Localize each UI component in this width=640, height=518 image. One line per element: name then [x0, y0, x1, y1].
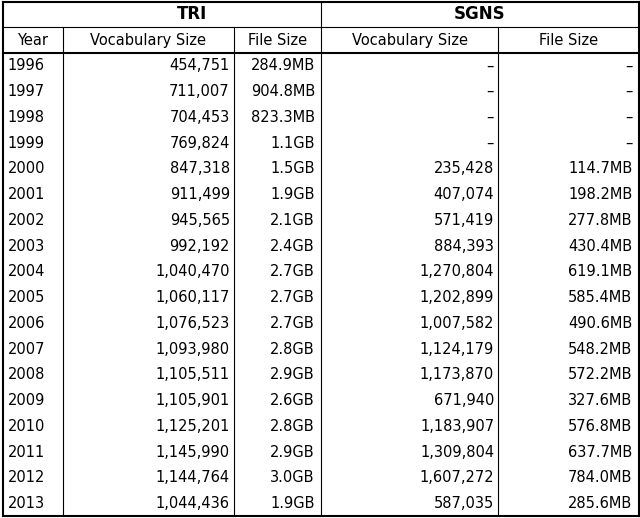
Text: 1,607,272: 1,607,272 [419, 470, 494, 485]
Text: 2000: 2000 [8, 162, 45, 177]
Text: 711,007: 711,007 [169, 84, 230, 99]
Text: 1998: 1998 [8, 110, 45, 125]
Text: 1,145,990: 1,145,990 [156, 444, 230, 459]
Text: 2012: 2012 [8, 470, 45, 485]
Text: 2002: 2002 [8, 213, 45, 228]
Text: –: – [625, 84, 632, 99]
Text: 945,565: 945,565 [170, 213, 230, 228]
Text: 2005: 2005 [8, 290, 45, 305]
Text: 1,144,764: 1,144,764 [156, 470, 230, 485]
Text: –: – [486, 59, 494, 74]
Text: 2.7GB: 2.7GB [270, 290, 315, 305]
Text: 1,202,899: 1,202,899 [420, 290, 494, 305]
Text: SGNS: SGNS [454, 5, 506, 23]
Text: –: – [486, 110, 494, 125]
Text: 2001: 2001 [8, 187, 45, 202]
Text: 2.4GB: 2.4GB [270, 239, 315, 254]
Text: 3.0GB: 3.0GB [270, 470, 315, 485]
Text: 2.9GB: 2.9GB [270, 367, 315, 382]
Text: 704,453: 704,453 [170, 110, 230, 125]
Text: 1997: 1997 [8, 84, 45, 99]
Text: 1,076,523: 1,076,523 [156, 316, 230, 331]
Text: 2006: 2006 [8, 316, 45, 331]
Text: 490.6MB: 490.6MB [568, 316, 632, 331]
Text: 2011: 2011 [8, 444, 45, 459]
Text: 1,105,511: 1,105,511 [156, 367, 230, 382]
Text: 576.8MB: 576.8MB [568, 419, 632, 434]
Text: 407,074: 407,074 [433, 187, 494, 202]
Text: 285.6MB: 285.6MB [568, 496, 632, 511]
Text: 1.5GB: 1.5GB [270, 162, 315, 177]
Text: File Size: File Size [248, 33, 307, 48]
Text: 572.2MB: 572.2MB [568, 367, 632, 382]
Text: 911,499: 911,499 [170, 187, 230, 202]
Text: 1,040,470: 1,040,470 [156, 264, 230, 279]
Text: –: – [625, 110, 632, 125]
Text: 2.1GB: 2.1GB [270, 213, 315, 228]
Text: 619.1MB: 619.1MB [568, 264, 632, 279]
Text: 637.7MB: 637.7MB [568, 444, 632, 459]
Text: Vocabulary Size: Vocabulary Size [90, 33, 206, 48]
Text: –: – [625, 136, 632, 151]
Text: 671,940: 671,940 [434, 393, 494, 408]
Text: 1.9GB: 1.9GB [270, 496, 315, 511]
Text: 1,309,804: 1,309,804 [420, 444, 494, 459]
Text: Vocabulary Size: Vocabulary Size [351, 33, 468, 48]
Text: 2009: 2009 [8, 393, 45, 408]
Text: 2007: 2007 [8, 341, 45, 356]
Text: 571,419: 571,419 [434, 213, 494, 228]
Text: –: – [625, 59, 632, 74]
Text: 2.8GB: 2.8GB [270, 419, 315, 434]
Text: 823.3MB: 823.3MB [251, 110, 315, 125]
Text: 114.7MB: 114.7MB [568, 162, 632, 177]
Text: 1,125,201: 1,125,201 [156, 419, 230, 434]
Text: 548.2MB: 548.2MB [568, 341, 632, 356]
Text: 284.9MB: 284.9MB [251, 59, 315, 74]
Text: 1,060,117: 1,060,117 [156, 290, 230, 305]
Text: 847,318: 847,318 [170, 162, 230, 177]
Text: 1,270,804: 1,270,804 [420, 264, 494, 279]
Text: 198.2MB: 198.2MB [568, 187, 632, 202]
Text: 1,044,436: 1,044,436 [156, 496, 230, 511]
Text: 1,124,179: 1,124,179 [420, 341, 494, 356]
Text: 1,105,901: 1,105,901 [156, 393, 230, 408]
Text: 1,183,907: 1,183,907 [420, 419, 494, 434]
Text: 904.8MB: 904.8MB [251, 84, 315, 99]
Text: 1.9GB: 1.9GB [270, 187, 315, 202]
Text: 1996: 1996 [8, 59, 45, 74]
Text: 430.4MB: 430.4MB [568, 239, 632, 254]
Text: 327.6MB: 327.6MB [568, 393, 632, 408]
Text: 992,192: 992,192 [170, 239, 230, 254]
Text: 277.8MB: 277.8MB [568, 213, 632, 228]
Text: 2008: 2008 [8, 367, 45, 382]
Text: 587,035: 587,035 [434, 496, 494, 511]
Text: File Size: File Size [539, 33, 598, 48]
Text: 585.4MB: 585.4MB [568, 290, 632, 305]
Text: 2013: 2013 [8, 496, 45, 511]
Text: 2004: 2004 [8, 264, 45, 279]
Text: 769,824: 769,824 [170, 136, 230, 151]
Text: Year: Year [17, 33, 48, 48]
Text: 2003: 2003 [8, 239, 45, 254]
Text: 1999: 1999 [8, 136, 45, 151]
Text: TRI: TRI [177, 5, 207, 23]
Text: 1,173,870: 1,173,870 [420, 367, 494, 382]
Text: 454,751: 454,751 [170, 59, 230, 74]
Text: 2.9GB: 2.9GB [270, 444, 315, 459]
Text: 1.1GB: 1.1GB [270, 136, 315, 151]
Text: –: – [486, 84, 494, 99]
Text: –: – [486, 136, 494, 151]
Text: 784.0MB: 784.0MB [568, 470, 632, 485]
Text: 1,093,980: 1,093,980 [156, 341, 230, 356]
Text: 2.8GB: 2.8GB [270, 341, 315, 356]
Text: 235,428: 235,428 [434, 162, 494, 177]
Text: 2.6GB: 2.6GB [270, 393, 315, 408]
Text: 1,007,582: 1,007,582 [420, 316, 494, 331]
Text: 884,393: 884,393 [434, 239, 494, 254]
Text: 2.7GB: 2.7GB [270, 316, 315, 331]
Text: 2010: 2010 [8, 419, 45, 434]
Text: 2.7GB: 2.7GB [270, 264, 315, 279]
